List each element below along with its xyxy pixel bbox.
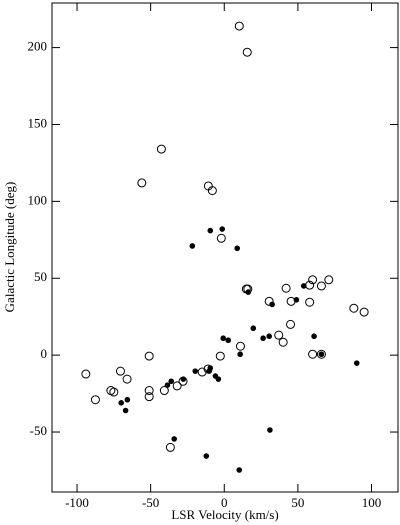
y-tick-label: -50 bbox=[30, 423, 47, 438]
filled-point bbox=[245, 289, 252, 295]
x-axis-label: LSR Velocity (km/s) bbox=[171, 507, 278, 522]
filled-point bbox=[225, 337, 232, 344]
open-point bbox=[305, 297, 315, 307]
open-point bbox=[316, 281, 326, 291]
y-tick-label: 100 bbox=[28, 192, 48, 207]
filled-point bbox=[171, 436, 178, 442]
open-point bbox=[216, 233, 226, 243]
filled-point bbox=[203, 453, 210, 459]
filled-point bbox=[236, 467, 243, 473]
open-point bbox=[144, 351, 154, 361]
filled-point bbox=[220, 335, 227, 342]
open-point bbox=[81, 369, 91, 379]
open-point bbox=[207, 186, 217, 196]
filled-point bbox=[122, 407, 129, 414]
filled-point bbox=[215, 376, 222, 382]
filled-point bbox=[118, 400, 124, 406]
filled-point bbox=[250, 325, 257, 332]
open-point bbox=[115, 366, 125, 376]
open-point bbox=[156, 144, 166, 154]
filled-point bbox=[311, 333, 317, 340]
filled-point bbox=[219, 226, 226, 232]
filled-point bbox=[260, 335, 266, 342]
open-point bbox=[122, 374, 132, 384]
filled-point bbox=[266, 333, 272, 340]
open-point bbox=[144, 386, 154, 396]
filled-point bbox=[237, 351, 243, 358]
open-point bbox=[235, 341, 245, 351]
open-point bbox=[349, 303, 359, 313]
open-point bbox=[242, 47, 252, 57]
y-tick-label: 200 bbox=[28, 39, 48, 54]
open-point bbox=[144, 392, 154, 402]
open-point bbox=[308, 275, 318, 285]
filled-point bbox=[293, 296, 300, 303]
filled-point bbox=[168, 378, 175, 385]
filled-point bbox=[234, 245, 241, 252]
filled-point bbox=[267, 427, 273, 433]
filled-point bbox=[318, 351, 325, 358]
open-point bbox=[172, 381, 182, 391]
y-axis-label: Galactic Longitude (deg) bbox=[2, 182, 17, 313]
filled-point bbox=[180, 376, 187, 382]
y-tick-label: 0 bbox=[41, 346, 48, 361]
open-point bbox=[286, 319, 296, 329]
plot-frame bbox=[51, 2, 399, 493]
open-point bbox=[281, 283, 291, 293]
open-point bbox=[234, 21, 244, 31]
open-point bbox=[137, 178, 147, 188]
filled-point bbox=[189, 243, 196, 249]
filled-point bbox=[164, 382, 171, 388]
open-point bbox=[90, 395, 100, 405]
filled-point bbox=[124, 396, 131, 403]
x-tick-label: -50 bbox=[142, 495, 159, 510]
filled-point bbox=[353, 360, 360, 366]
open-point bbox=[109, 387, 119, 397]
filled-point bbox=[207, 365, 214, 371]
open-point bbox=[324, 275, 334, 285]
open-point bbox=[278, 337, 288, 347]
filled-point bbox=[269, 301, 275, 308]
filled-point bbox=[192, 368, 199, 374]
open-point bbox=[274, 330, 284, 340]
y-tick-label: 50 bbox=[34, 269, 47, 284]
open-point bbox=[359, 307, 369, 317]
x-tick-label: 50 bbox=[291, 495, 304, 510]
x-tick-label: 100 bbox=[362, 495, 382, 510]
open-point bbox=[264, 296, 274, 306]
filled-point bbox=[300, 283, 307, 289]
filled-point bbox=[207, 227, 214, 234]
y-tick-label: 150 bbox=[28, 115, 48, 130]
open-point bbox=[308, 349, 318, 359]
open-point bbox=[316, 349, 326, 359]
x-tick-label: 0 bbox=[221, 495, 228, 510]
open-point bbox=[159, 386, 169, 396]
open-point bbox=[197, 367, 207, 377]
open-point bbox=[165, 442, 175, 452]
x-tick-label: -100 bbox=[65, 495, 89, 510]
open-point bbox=[215, 351, 225, 361]
open-point bbox=[286, 296, 296, 306]
